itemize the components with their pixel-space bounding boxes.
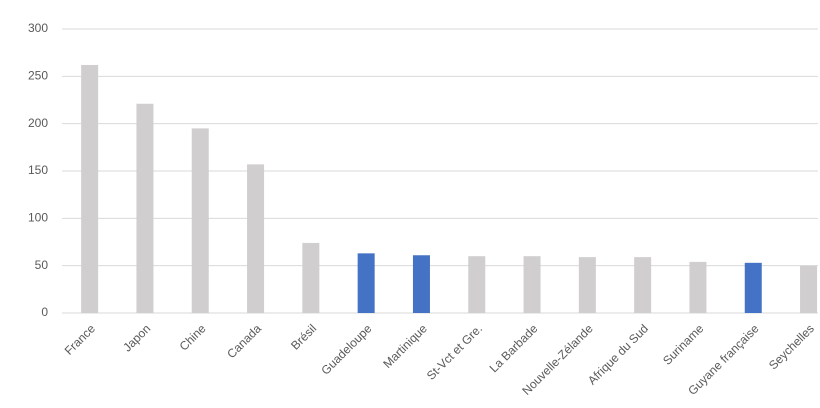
x-tick-label: Martinique <box>380 321 430 371</box>
y-tick-label: 200 <box>28 116 48 130</box>
bar <box>689 261 707 313</box>
x-tick-label: France <box>62 321 99 358</box>
bar <box>247 164 265 313</box>
x-tick-label: St-Vct et Gre. <box>424 321 485 382</box>
bar <box>136 103 154 313</box>
y-tick-label: 300 <box>28 21 48 35</box>
y-tick-label: 100 <box>28 211 48 225</box>
x-tick-label: Seychelles <box>766 321 817 372</box>
x-tick-label: Guadeloupe <box>318 321 374 377</box>
bar <box>357 253 375 313</box>
bar <box>578 257 596 313</box>
bar <box>744 262 762 313</box>
bar <box>523 256 541 313</box>
bar <box>412 255 430 313</box>
x-tick-label: Japon <box>120 321 153 354</box>
x-tick-label: La Barbade <box>487 321 541 375</box>
bar <box>634 257 652 313</box>
bar <box>302 242 320 313</box>
bar <box>81 64 99 314</box>
y-tick-label: 250 <box>28 69 48 83</box>
bar <box>800 265 818 313</box>
x-tick-label: Suriname <box>660 321 706 367</box>
y-tick-label: 150 <box>28 163 48 177</box>
y-tick-label: 0 <box>41 305 48 319</box>
x-tick-label: Chine <box>177 321 209 353</box>
x-tick-label: Brésil <box>288 321 319 352</box>
x-tick-label: Canada <box>224 321 264 361</box>
bar <box>191 128 209 313</box>
y-tick-label: 50 <box>35 258 49 272</box>
bar <box>468 256 486 313</box>
